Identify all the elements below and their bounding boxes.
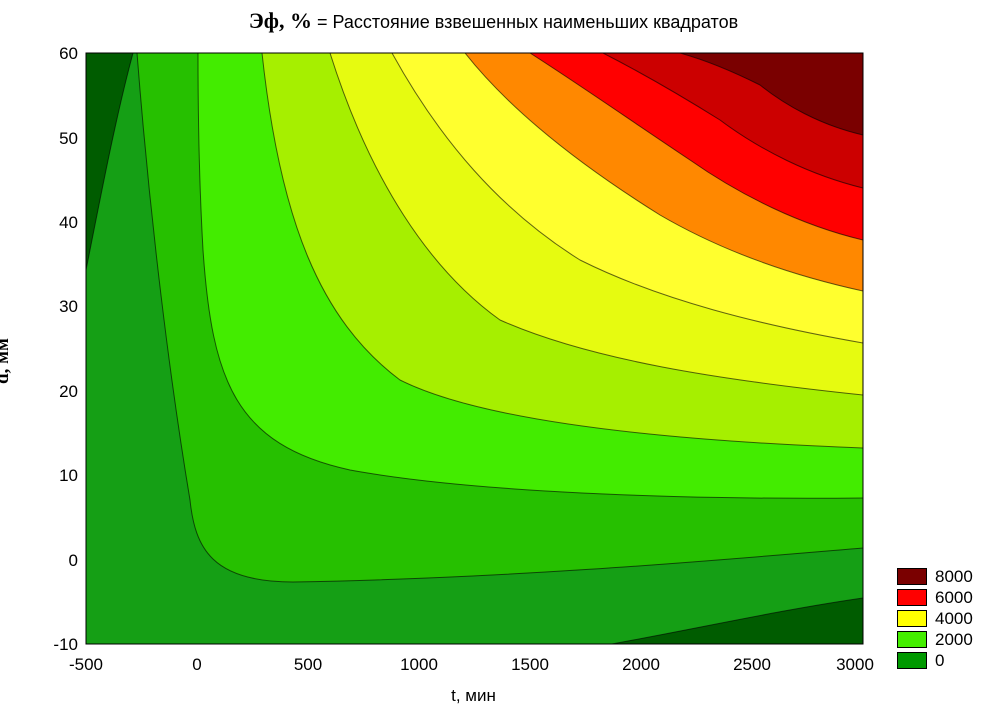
legend-item: 0 — [897, 650, 973, 671]
y-tick-label: 60 — [59, 44, 78, 63]
x-tick-label: 0 — [192, 655, 201, 674]
x-tick-label: 2500 — [733, 655, 771, 674]
x-tick-label: 1500 — [511, 655, 549, 674]
contour-region-1 — [86, 53, 133, 270]
contour-line-5 — [261, 53, 863, 449]
legend-swatch — [897, 652, 927, 669]
x-tick-label: 3000 — [836, 655, 874, 674]
y-axis: 60 50 40 30 20 10 0 -10 — [53, 44, 78, 654]
x-tick-label: 500 — [294, 655, 322, 674]
y-tick-label: 40 — [59, 213, 78, 232]
legend-swatch — [897, 631, 927, 648]
legend-swatch — [897, 589, 927, 606]
y-tick-label: 30 — [59, 297, 78, 316]
x-tick-label: 2000 — [622, 655, 660, 674]
contour-line-8 — [464, 53, 863, 292]
contour-line-4 — [197, 53, 863, 499]
plot-frame — [85, 52, 864, 645]
legend-label: 6000 — [935, 587, 973, 607]
legend-item: 2000 — [897, 629, 973, 650]
contour-line-11 — [679, 53, 863, 136]
chart-title-rest: = Расстояние взвешенных наименьших квадр… — [311, 12, 739, 32]
x-tick-label: -500 — [69, 655, 103, 674]
x-tick-label: 1000 — [400, 655, 438, 674]
legend-label: 4000 — [935, 608, 973, 628]
legend-label: 2000 — [935, 629, 973, 649]
contour-region-11 — [680, 53, 863, 135]
chart-title-bold: Эф, % — [248, 8, 312, 33]
plot-area — [86, 53, 863, 644]
contour-line-10 — [602, 53, 863, 189]
contour-line-3 — [136, 53, 863, 583]
y-axis-label: d, мм — [0, 338, 13, 384]
y-tick-label: 10 — [59, 466, 78, 485]
x-axis-label: t, мин — [451, 686, 496, 705]
legend-item: 6000 — [897, 587, 973, 608]
legend-swatch — [897, 610, 927, 627]
contour-line-9 — [529, 53, 863, 241]
y-tick-label: 0 — [69, 551, 78, 570]
contour-line-1 — [86, 53, 134, 271]
legend-label: 0 — [935, 650, 945, 670]
chart-title: Эф, % = Расстояние взвешенных наименьших… — [0, 8, 987, 34]
x-axis: -500 0 500 1000 1500 2000 2500 3000 — [69, 655, 874, 674]
y-tick-label: 20 — [59, 382, 78, 401]
y-tick-label: -10 — [53, 635, 78, 654]
legend-swatch — [897, 568, 927, 585]
contour-line-7 — [391, 53, 863, 344]
legend-label: 8000 — [935, 566, 973, 586]
y-tick-label: 50 — [59, 129, 78, 148]
contour-line-2 — [611, 597, 863, 644]
legend: 8000 6000 4000 2000 0 — [897, 566, 973, 671]
contour-line-6 — [329, 53, 863, 396]
legend-item: 8000 — [897, 566, 973, 587]
legend-item: 4000 — [897, 608, 973, 629]
